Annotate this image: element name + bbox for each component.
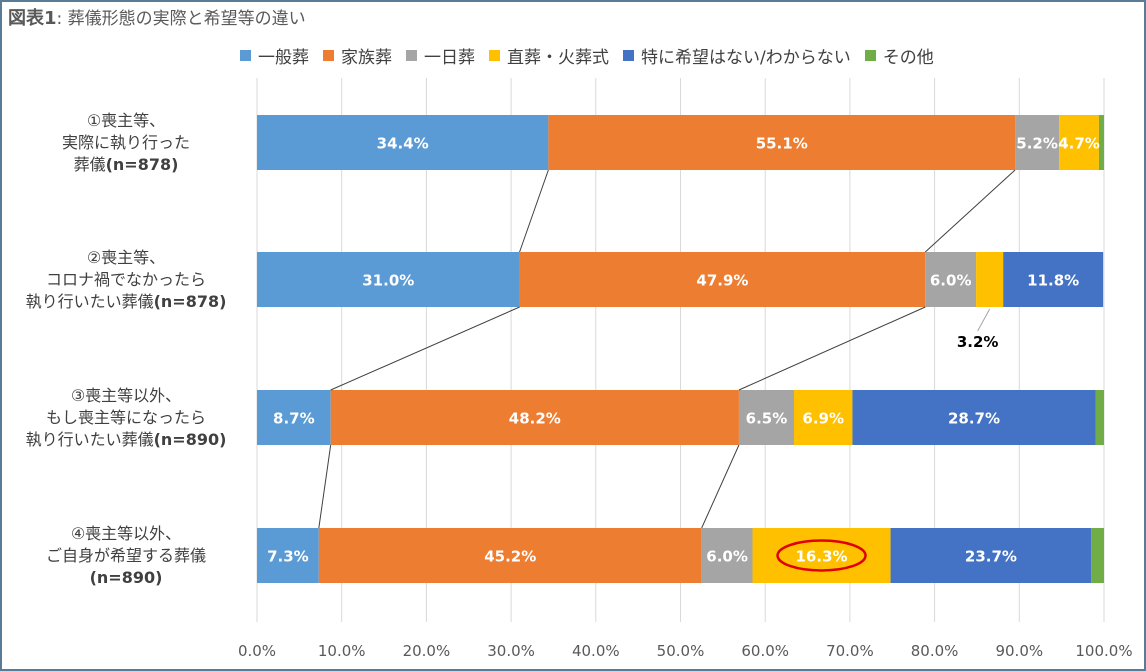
legend-label: 家族葬 bbox=[341, 47, 392, 68]
data-label: 4.7% bbox=[1058, 135, 1100, 153]
x-tick-label: 80.0% bbox=[911, 642, 959, 660]
data-label: 6.0% bbox=[930, 272, 972, 290]
bar-segment bbox=[257, 390, 331, 445]
bar-segment bbox=[257, 115, 549, 170]
category-label-line: ②喪主等、 bbox=[86, 247, 166, 267]
category-label-line: 実際に執り行った bbox=[61, 132, 190, 152]
category-label-line: ③喪主等以外、 bbox=[70, 385, 182, 405]
category-label-line: ご自身が希望する葬儀 bbox=[45, 545, 206, 565]
data-label: 11.8% bbox=[1027, 272, 1079, 290]
data-label: 7.3% bbox=[267, 548, 309, 566]
legend-item: その他 bbox=[864, 43, 934, 68]
bar-segment bbox=[925, 252, 977, 307]
x-tick-label: 20.0% bbox=[403, 642, 451, 660]
data-label: 3.2% bbox=[957, 333, 999, 351]
data-label: 6.9% bbox=[802, 410, 844, 428]
data-label: 48.2% bbox=[509, 410, 561, 428]
series-line bbox=[318, 444, 332, 529]
category-label: ③喪主等以外、 もし喪主等になったら 執り行いたい葬儀(n=890) bbox=[8, 385, 244, 451]
x-tick-label: 100.0% bbox=[1075, 642, 1132, 660]
legend-swatch bbox=[323, 49, 334, 61]
data-label: 5.2% bbox=[1016, 135, 1058, 153]
legend-swatch bbox=[406, 49, 417, 61]
series-line bbox=[738, 306, 926, 391]
bar-segment bbox=[701, 528, 753, 583]
highlight-ellipse bbox=[776, 539, 867, 572]
bar-segment bbox=[1095, 390, 1104, 445]
bar-segment bbox=[976, 252, 1004, 307]
legend-item: 一日葬 bbox=[406, 43, 475, 68]
legend-label: その他 bbox=[882, 47, 934, 68]
data-label: 8.7% bbox=[273, 410, 315, 428]
x-tick-label: 60.0% bbox=[741, 642, 789, 660]
x-tick-label: 90.0% bbox=[995, 642, 1043, 660]
bar-segment bbox=[852, 390, 1096, 445]
bar-segment bbox=[1059, 115, 1099, 170]
bar-segment bbox=[752, 528, 891, 583]
label-leader-line bbox=[977, 308, 991, 332]
bar-segment bbox=[1098, 115, 1104, 170]
category-label-line: 執り行いたい葬儀(n=878) bbox=[25, 291, 227, 311]
data-label: 6.0% bbox=[706, 548, 748, 566]
legend-label: 特に希望はない/わからない bbox=[641, 47, 851, 68]
legend-swatch bbox=[864, 49, 876, 61]
category-label: ④喪主等以外、 ご自身が希望する葬儀 (n=890) bbox=[8, 523, 244, 589]
x-tick-label: 40.0% bbox=[572, 642, 620, 660]
legend-label: 一般葬 bbox=[258, 47, 309, 68]
category-label-line: (n=890) bbox=[89, 567, 163, 587]
series-line bbox=[330, 306, 520, 391]
series-line bbox=[519, 169, 549, 253]
series-line bbox=[924, 169, 1016, 253]
data-label: 23.7% bbox=[965, 548, 1017, 566]
bar-segment bbox=[1003, 252, 1104, 307]
legend-swatch bbox=[240, 49, 251, 61]
bar-segment bbox=[519, 252, 926, 307]
legend-label: 直葬・火葬式 bbox=[507, 47, 609, 68]
x-tick-label: 30.0% bbox=[487, 642, 535, 660]
data-label: 34.4% bbox=[377, 135, 429, 153]
series-line bbox=[701, 444, 740, 529]
legend-label: 一日葬 bbox=[424, 47, 475, 68]
bar-segment bbox=[318, 528, 702, 583]
data-label: 16.3% bbox=[796, 548, 848, 566]
chart-title-main: 図表1 bbox=[8, 8, 57, 29]
chart-title-sub: : 葬儀形態の実際と希望等の違い bbox=[56, 9, 306, 29]
data-label: 45.2% bbox=[484, 548, 536, 566]
bar-segment bbox=[890, 528, 1092, 583]
data-label: 6.5% bbox=[746, 410, 788, 428]
legend-item: 家族葬 bbox=[323, 43, 392, 68]
category-label-line: 葬儀(n=878) bbox=[73, 154, 179, 174]
x-tick-label: 10.0% bbox=[318, 642, 366, 660]
chart-title: 図表1: 葬儀形態の実際と希望等の違い bbox=[8, 4, 306, 30]
bar-segment bbox=[257, 528, 319, 583]
category-label-line: ①喪主等、 bbox=[86, 110, 166, 130]
category-label-line: コロナ禍でなかったら bbox=[45, 269, 206, 289]
x-tick-label: 0.0% bbox=[238, 642, 276, 660]
category-label: ②喪主等、 コロナ禍でなかったら 執り行いたい葬儀(n=878) bbox=[8, 247, 244, 313]
x-tick-label: 50.0% bbox=[657, 642, 705, 660]
bar-segment bbox=[1015, 115, 1060, 170]
bar-segment bbox=[257, 252, 520, 307]
category-label-line: 執り行いたい葬儀(n=890) bbox=[25, 429, 227, 449]
data-label: 55.1% bbox=[756, 135, 808, 153]
legend-item: 特に希望はない/わからない bbox=[623, 43, 851, 68]
category-label: ①喪主等、 実際に執り行った 葬儀(n=878) bbox=[8, 110, 244, 176]
legend-swatch bbox=[489, 49, 500, 61]
legend: 一般葬 家族葬 一日葬 直葬・火葬式 特に希望はない/わからない その他 bbox=[240, 43, 948, 68]
legend-item: 一般葬 bbox=[240, 43, 309, 68]
bar-segment bbox=[738, 390, 794, 445]
category-label-line: もし喪主等になったら bbox=[45, 407, 206, 427]
x-tick-label: 70.0% bbox=[826, 642, 874, 660]
data-label: 47.9% bbox=[696, 272, 748, 290]
bar-segment bbox=[793, 390, 853, 445]
legend-item: 直葬・火葬式 bbox=[489, 43, 609, 68]
bar-segment bbox=[548, 115, 1016, 170]
category-label-line: ④喪主等以外、 bbox=[70, 523, 182, 543]
legend-swatch bbox=[623, 49, 634, 61]
data-label: 28.7% bbox=[948, 410, 1000, 428]
bar-segment bbox=[330, 390, 739, 445]
bar-segment bbox=[1091, 528, 1104, 583]
data-label: 31.0% bbox=[362, 272, 414, 290]
